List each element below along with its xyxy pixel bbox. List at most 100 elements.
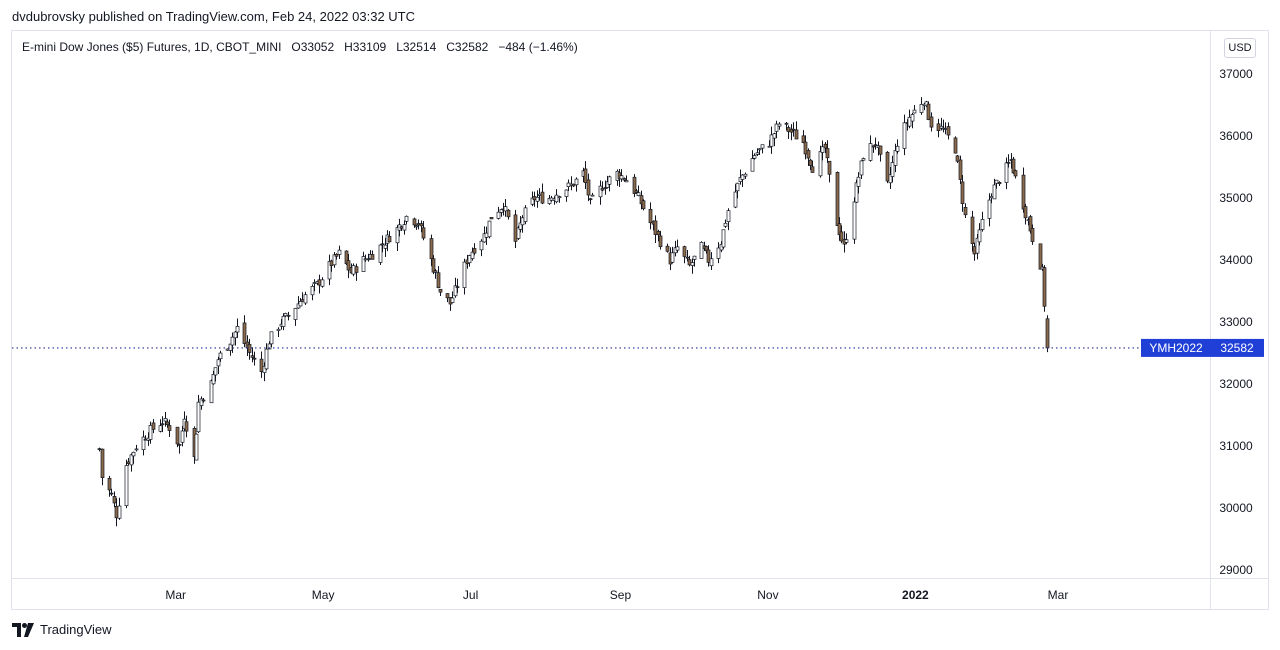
candle-body [574,178,579,186]
legend-symbol: E-mini Dow Jones ($5) Futures, 1D, CBOT_… [22,40,282,54]
candle-body [516,227,521,239]
candle-body [784,122,789,125]
candle-body [936,123,941,132]
candle-body [825,148,830,159]
legend-close: C32582 [446,40,489,54]
candle-body [963,207,968,216]
candle-body [235,326,240,333]
candle-body [692,255,697,260]
candle-body [429,238,434,260]
candle-body [721,229,726,248]
candle-body [383,244,388,249]
footer-brand[interactable]: TradingView [12,622,112,637]
candle-body [250,355,255,358]
candle-body [975,237,980,254]
candle-body [675,246,680,251]
candle-body [682,246,687,257]
candle-body [211,373,216,385]
legend-open: O33052 [291,40,335,54]
candle-body [346,260,351,271]
y-tick-label: 32000 [1219,377,1253,391]
candle-body [141,436,146,450]
candle-body [685,256,690,259]
candle-body [687,259,692,266]
candle-body [334,253,339,257]
candle-body [421,227,426,239]
publisher-line: dvdubrovsky published on TradingView.com… [12,9,415,24]
x-tick-label: Jul [463,588,478,602]
legend-low: L32514 [396,40,437,54]
candle-body [823,143,828,149]
y-tick-label: 31000 [1219,439,1253,453]
candle-body [361,256,366,272]
candle-body [286,314,291,317]
candle-body [827,160,832,175]
y-tick-label: 34000 [1219,253,1253,267]
candle-body [216,359,221,367]
candle-body [658,235,663,248]
candle-body [1038,243,1043,270]
footer-brand-label: TradingView [40,622,112,637]
candle-body [980,219,985,230]
candle-body [283,313,288,317]
candle-body [100,448,105,478]
legend-change: −484 (−1.46%) [498,40,578,54]
candle-body [760,144,765,149]
candle-body [310,285,315,296]
candle-body [726,210,731,222]
candle-body [943,128,948,130]
candle-body [619,175,624,180]
candle-body [175,426,180,445]
candle-body [774,123,779,132]
candle-body [818,151,823,177]
candle-body [109,492,114,495]
candle-body [953,137,958,154]
y-tick-label: 37000 [1219,67,1253,81]
candle-body [1011,158,1016,174]
candle-body [994,179,999,184]
candle-body [636,192,641,196]
candle-body [1004,162,1009,183]
candle-body [450,297,455,303]
candle-body [114,505,119,519]
candle-body [107,477,112,491]
candle-body [433,270,438,273]
candle-body [873,144,878,147]
candle-body [598,185,603,198]
candle-body [472,248,477,254]
price-axis: 29000 30000 31000 32000 33000 34000 35000 36000… [1219,67,1253,577]
candle-body [124,465,129,507]
price-label-text: 32582 [1220,341,1254,355]
candle-body [634,190,639,193]
candle-body [97,448,102,450]
candle-body [955,155,960,162]
candle-body [540,191,545,204]
candle-body [487,220,492,238]
candle-body [264,348,269,370]
price-label-box [1211,338,1264,357]
candle-body [786,127,791,132]
x-tick-label: Mar [1048,588,1069,602]
candle-body [126,461,131,464]
candle-body [320,279,325,287]
candle-body [402,224,407,231]
candle-body [160,423,165,426]
candle-body [354,266,359,273]
candle-body [806,150,811,159]
candle-body [143,438,148,441]
candle-body [148,425,153,440]
candle-body [462,261,467,289]
candle-body [312,282,317,284]
candle-body [300,299,305,302]
legend-high: H33109 [344,40,387,54]
candle-body [332,254,337,266]
candle-body [912,109,917,114]
candle-body [196,401,201,433]
candle-body [1042,267,1047,307]
candle-body [151,422,156,430]
currency-button[interactable]: USD [1224,38,1256,58]
candle-body [723,222,728,227]
candle-body [293,308,298,320]
candle-body [752,155,757,159]
